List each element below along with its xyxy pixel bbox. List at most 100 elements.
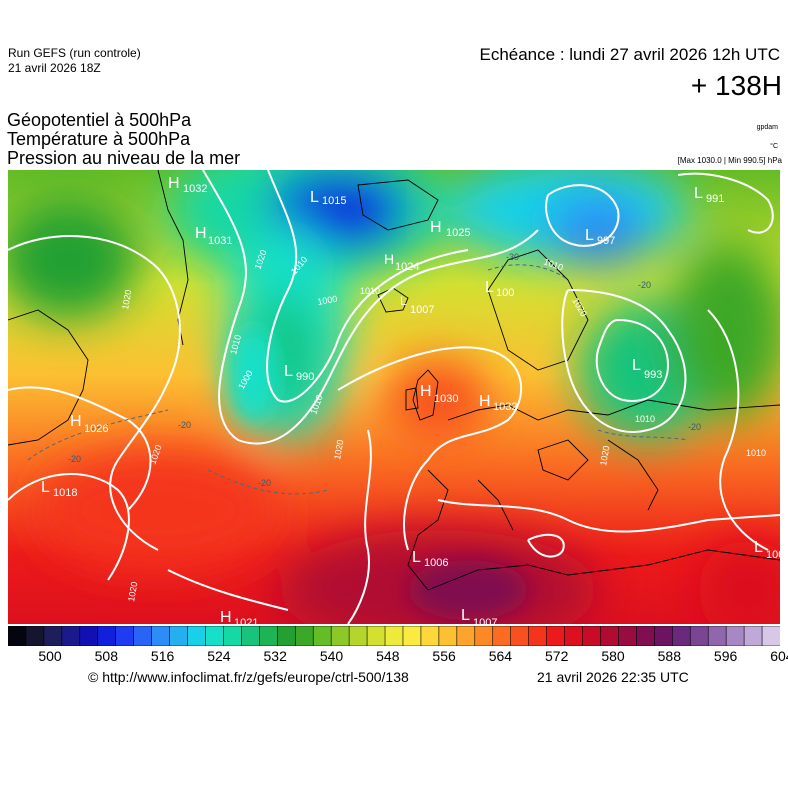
color-swatch [402,626,422,646]
svg-text:1010: 1010 [635,414,655,424]
color-swatch [169,626,189,646]
svg-text:H: H [195,225,207,242]
l-1007-north: 1007 [410,304,434,316]
l-1006: 1006 [424,557,448,569]
l-100-north: 100 [496,287,514,299]
color-scale [8,626,780,646]
svg-text:H: H [220,609,232,624]
color-swatch [725,626,745,646]
h-1021: 1021 [234,617,258,624]
h-1031: 1031 [208,235,232,247]
param-geopotential: Géopotentiel à 500hPa [7,110,192,130]
color-swatch [133,626,153,646]
svg-text:1010: 1010 [746,448,766,458]
color-swatch [223,626,242,646]
l-997: 997 [597,235,615,247]
color-swatch [205,626,225,646]
color-scale-tick: 540 [319,648,344,664]
color-swatch [654,626,673,646]
color-scale-labels: 500 508 516 524 532 540 548 556 564 572 580 588 596 6… [8,648,788,666]
color-swatch [348,626,368,646]
weather-map: H 1032 H 1031 L 1015 H 1025 H 1024 L 997 L 991 … [8,170,780,624]
svg-text:L: L [694,185,703,202]
svg-text:L: L [284,363,293,380]
h-1032-north: 1032 [183,183,207,195]
color-scale-tick: 500 [38,648,62,664]
color-scale-tick: 604 [770,648,788,664]
svg-text:H: H [479,393,491,410]
generated-time: 21 avril 2026 22:35 UTC [537,669,689,685]
color-swatch [43,626,63,646]
color-swatch [115,626,135,646]
color-swatch [528,626,548,646]
color-swatch [546,626,566,646]
color-swatch [689,626,709,646]
unit-geopotential: gpdam [756,124,778,131]
pressure-range: [Max 1030.0 | Min 990.5] hPa [677,156,782,165]
svg-text:L: L [400,294,407,308]
color-swatch [564,626,584,646]
color-swatch [294,626,314,646]
color-swatch [510,626,530,646]
color-scale-tick: 508 [94,648,118,664]
l-991: 991 [706,193,724,205]
color-swatch [276,626,296,646]
svg-text:-20: -20 [68,454,81,464]
color-swatch [671,626,691,646]
color-swatch [25,626,45,646]
l-993: 993 [644,369,662,381]
h-1030: 1030 [434,393,458,405]
color-swatch [8,626,27,646]
svg-text:1020: 1020 [120,289,133,310]
color-swatch [456,626,476,646]
param-temperature: Température à 500hPa [7,129,191,149]
l-1015: 1015 [322,195,346,207]
color-scale-tick: 524 [207,648,231,664]
color-swatch [241,626,260,646]
color-swatch [151,626,171,646]
svg-text:-20: -20 [638,280,651,290]
color-scale-tick: 564 [488,648,513,664]
svg-text:H: H [430,219,442,236]
svg-text:H: H [420,383,432,400]
color-scale-tick: 596 [713,648,738,664]
svg-text:L: L [585,227,594,244]
l-100-east: 100 [766,549,780,561]
svg-text:L: L [485,279,494,296]
h-1026: 1026 [84,423,108,435]
svg-text:-20: -20 [258,478,271,488]
svg-text:-30: -30 [506,252,519,262]
color-swatch [187,626,207,646]
l-990: 990 [296,371,314,383]
color-swatch [600,626,620,646]
svg-text:L: L [461,607,470,624]
color-swatch [79,626,99,646]
svg-text:1010: 1010 [360,286,380,296]
color-scale-tick: 588 [657,648,681,664]
run-name: Run GEFS (run controle) [8,46,141,60]
svg-text:1020: 1020 [126,581,139,602]
svg-text:H: H [70,413,82,430]
svg-text:L: L [41,479,50,496]
svg-text:H: H [168,175,180,192]
svg-text:-20: -20 [178,420,191,430]
source-credit: © http://www.infoclimat.fr/z/gefs/europe… [88,669,409,685]
color-swatch [474,626,494,646]
color-swatch [707,626,727,646]
color-scale-tick: 572 [545,648,569,664]
color-swatch [384,626,404,646]
color-swatch [582,626,602,646]
h-1025: 1025 [446,227,470,239]
svg-text:1020: 1020 [598,445,611,466]
unit-temperature: °C [770,143,778,150]
color-scale-tick: 516 [150,648,175,664]
color-scale-tick: 532 [263,648,287,664]
svg-text:L: L [754,539,763,556]
h-1032-europe: 1032 [493,401,517,413]
color-swatch [420,626,440,646]
color-swatch [761,626,780,646]
color-scale-tick: 556 [432,648,456,664]
color-swatch [492,626,512,646]
color-swatch [97,626,117,646]
run-date: 21 avril 2026 18Z [8,61,101,75]
